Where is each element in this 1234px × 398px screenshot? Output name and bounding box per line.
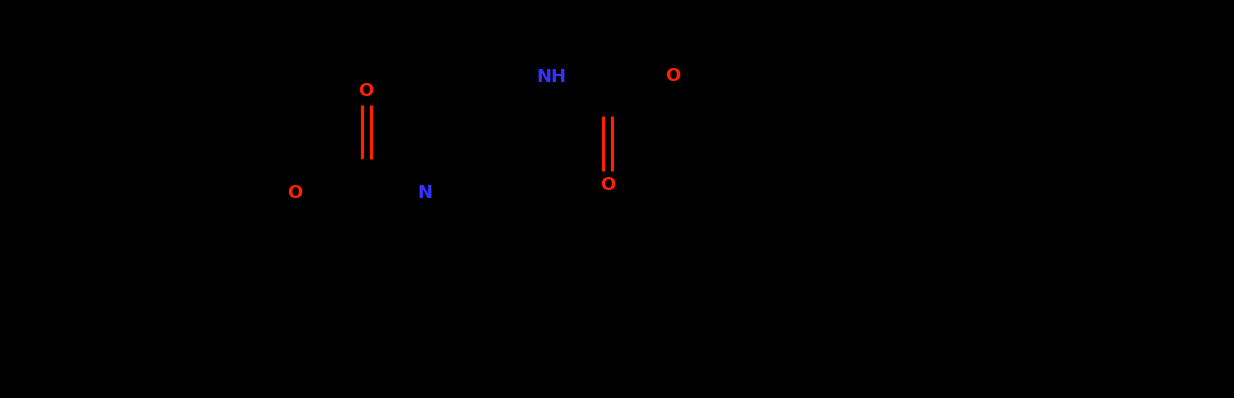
Text: O: O [600, 176, 616, 193]
Text: O: O [359, 82, 374, 100]
Text: N: N [417, 184, 432, 202]
Text: O: O [288, 184, 302, 202]
Text: NH: NH [536, 68, 566, 86]
Text: O: O [665, 67, 680, 85]
